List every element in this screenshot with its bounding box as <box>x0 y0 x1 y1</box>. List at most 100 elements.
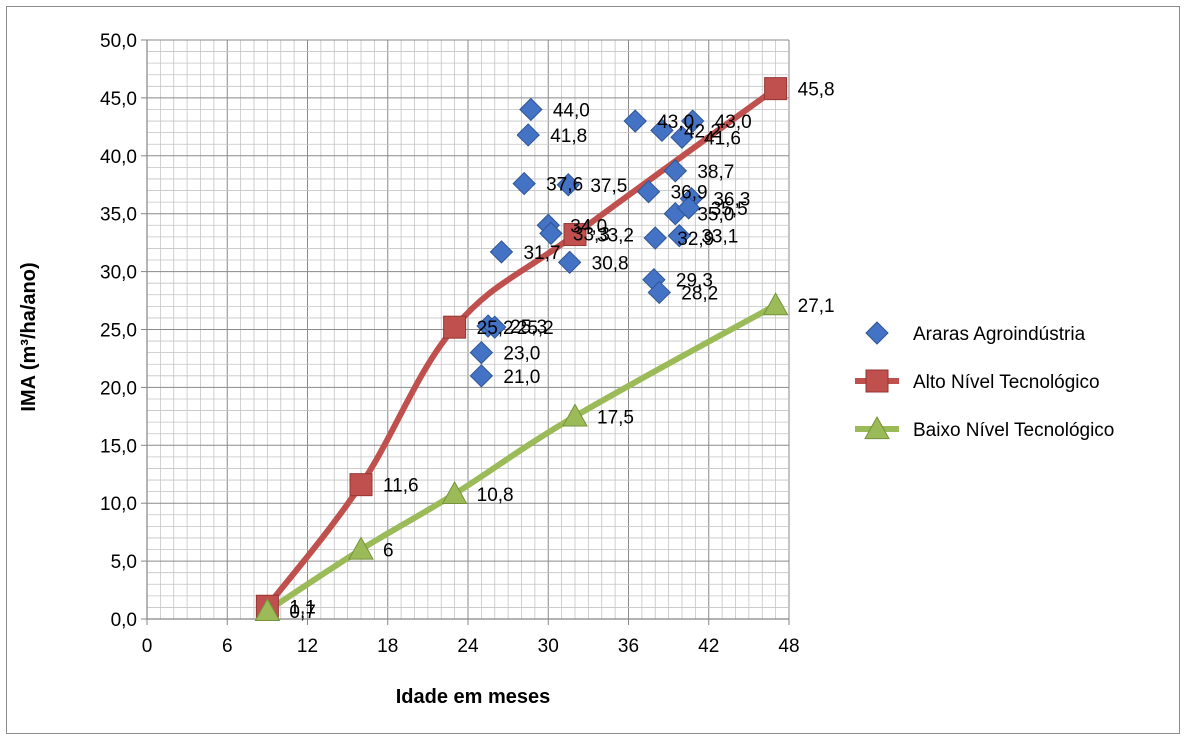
data-label: 33,3 <box>573 224 610 245</box>
data-label: 41,6 <box>704 128 741 149</box>
data-label: 30,8 <box>592 253 629 274</box>
x-axis-title: Idade em meses <box>396 686 551 708</box>
point-marker <box>489 240 514 264</box>
point-marker <box>670 125 694 149</box>
point-marker <box>349 473 373 497</box>
data-label: 38,7 <box>697 162 734 183</box>
point-marker <box>643 226 667 250</box>
point-marker <box>556 173 581 197</box>
point-marker <box>667 223 692 248</box>
data-label: 11,6 <box>383 476 419 497</box>
data-label: 10,8 <box>477 485 514 506</box>
y-tick-label: 50,0 <box>100 31 137 52</box>
data-label: 0,7 <box>289 602 315 623</box>
data-label: 43,0 <box>657 112 694 133</box>
x-tick-label: 18 <box>377 636 398 657</box>
y-tick-label: 35,0 <box>100 205 137 226</box>
y-tick-label: 20,0 <box>100 378 137 399</box>
legend-marker <box>864 415 890 440</box>
data-label: 21,0 <box>503 367 540 388</box>
legend-item: Araras Agroindústria <box>865 321 1086 345</box>
point-marker <box>441 480 468 505</box>
y-tick-label: 10,0 <box>100 494 137 515</box>
data-labels: 44,0 41,8 37,6 37,5 34,033,3 30,8 31,7 43,0 43,0… <box>289 80 834 623</box>
chart-frame: 0 6 12 18 24 30 36 42 48 0,0 5,0 10,0 15,0 20,0 25,0 30… <box>6 6 1180 734</box>
data-label: 25,2 <box>477 318 514 339</box>
data-label: 28,2 <box>681 283 718 304</box>
point-marker <box>519 97 543 122</box>
x-tick-label: 42 <box>698 636 719 657</box>
legend-label: Baixo Nível Tecnológico <box>913 420 1114 441</box>
series-markers <box>254 77 789 621</box>
data-label: 43,0 <box>715 112 752 133</box>
point-marker <box>663 159 688 183</box>
point-marker <box>562 403 588 427</box>
data-label: 44,0 <box>553 100 590 121</box>
point-marker <box>557 250 582 275</box>
data-label: 33,2 <box>597 226 634 247</box>
data-label: 35,0 <box>697 205 734 226</box>
axes: 0 6 12 18 24 30 36 42 48 0,0 5,0 10,0 15,0 20,0 25,0 30… <box>100 31 800 657</box>
y-tick-label: 15,0 <box>100 436 137 457</box>
x-tick-label: 48 <box>778 636 799 657</box>
point-marker <box>469 364 494 388</box>
data-label: 32,9 <box>677 229 714 250</box>
y-tick-label: 0,0 <box>111 610 137 631</box>
data-label: 35,5 <box>711 199 748 220</box>
data-label: 41,8 <box>550 126 587 147</box>
y-tick-label: 25,0 <box>100 321 137 342</box>
data-label: 25,2 <box>517 318 554 339</box>
point-marker <box>650 118 674 143</box>
data-label: 42,2 <box>684 121 721 142</box>
point-marker <box>563 223 587 247</box>
point-marker <box>443 315 467 339</box>
data-label: 36,3 <box>713 190 750 211</box>
x-tick-label: 30 <box>538 636 559 657</box>
legend-label: Alto Nível Tecnológico <box>913 372 1100 393</box>
point-marker <box>348 536 374 560</box>
y-tick-label: 40,0 <box>100 147 137 168</box>
data-label: 23,0 <box>503 344 540 365</box>
data-label: 45,8 <box>798 80 835 101</box>
point-marker <box>539 221 563 246</box>
data-label: 6 <box>383 541 394 562</box>
data-label: 34,0 <box>570 216 607 237</box>
point-marker <box>483 315 507 339</box>
y-tick-label: 5,0 <box>111 552 137 573</box>
legend-marker <box>865 369 889 393</box>
grid <box>146 39 790 620</box>
legend-label: Araras Agroindústria <box>913 324 1086 345</box>
point-marker <box>680 109 705 133</box>
data-label: 1,1 <box>289 597 315 618</box>
x-tick-label: 12 <box>297 636 318 657</box>
y-tick-label: 30,0 <box>100 263 137 284</box>
data-label: 25,3 <box>510 317 547 338</box>
y-tick-label: 45,0 <box>100 89 137 110</box>
scatter-chart: 0 6 12 18 24 30 36 42 48 0,0 5,0 10,0 15,0 20,0 25,0 30… <box>18 31 1114 708</box>
x-tick-label: 6 <box>222 636 233 657</box>
data-label: 17,5 <box>597 407 634 428</box>
data-label: 27,1 <box>798 296 835 317</box>
legend-marker <box>865 321 889 345</box>
point-marker <box>469 340 494 365</box>
data-label: 29,3 <box>676 271 713 292</box>
legend: Araras Agroindústria Alto Nível Tecnológi… <box>855 321 1114 441</box>
legend-item: Alto Nível Tecnológico <box>855 369 1100 393</box>
series-line-2 <box>264 302 779 614</box>
x-tick-label: 24 <box>457 636 479 657</box>
y-axis-title: IMA (m³/ha/ano) <box>18 262 40 411</box>
x-tick-label: 36 <box>618 636 639 657</box>
point-marker <box>516 123 540 147</box>
legend-item: Baixo Nível Tecnológico <box>855 415 1114 441</box>
point-marker <box>623 109 647 133</box>
data-label: 31,7 <box>523 243 560 264</box>
data-label: 33,1 <box>701 227 738 248</box>
point-marker <box>647 280 671 305</box>
point-marker <box>512 171 536 196</box>
x-tick-label: 0 <box>142 636 153 657</box>
data-label: 37,5 <box>590 176 627 197</box>
point-marker <box>764 77 788 101</box>
point-marker <box>636 179 661 204</box>
data-label: 36,9 <box>671 183 708 204</box>
point-marker <box>254 597 281 621</box>
